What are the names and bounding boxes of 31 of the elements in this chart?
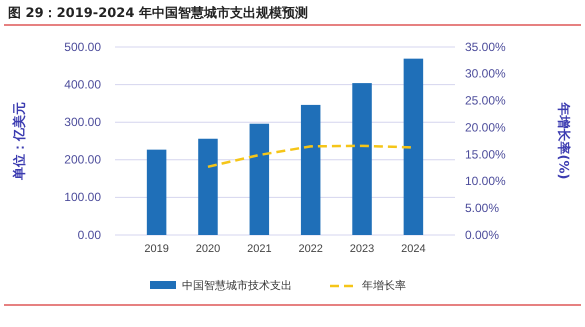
x-tick-label: 2022 <box>298 242 323 255</box>
x-tick-label: 2024 <box>401 242 426 255</box>
chart-title: 图 29：2019-2024 年中国智慧城市支出规模预测 <box>8 5 308 21</box>
bar <box>300 104 320 235</box>
bar <box>352 83 372 235</box>
y2-tick-label: 35.00% <box>465 40 506 54</box>
y2-tick-label: 5.00% <box>465 200 500 215</box>
y-tick-label: 500.00 <box>64 40 102 54</box>
y2-tick-label: 0.00% <box>465 228 500 242</box>
bar <box>404 58 424 235</box>
y2-axis-title: 年增长率(%) <box>555 102 572 180</box>
x-tick-label: 2023 <box>350 242 374 255</box>
legend-label: 年增长率 <box>362 279 406 292</box>
y-axis-title: 单位：亿美元 <box>12 102 28 181</box>
y2-tick-label: 20.00% <box>465 120 506 134</box>
y2-tick-label: 10.00% <box>465 174 506 188</box>
y2-tick-label: 25.00% <box>465 94 506 108</box>
x-tick-label: 2021 <box>247 242 272 255</box>
y-tick-label: 400.00 <box>64 77 102 92</box>
bar <box>146 150 166 235</box>
legend-label: 中国智慧城市技术支出 <box>182 279 292 292</box>
bar <box>250 124 270 235</box>
y-tick-label: 300.00 <box>64 115 102 130</box>
x-tick-label: 2019 <box>144 242 169 255</box>
x-tick-label: 2020 <box>196 242 220 255</box>
y-tick-label: 100.00 <box>64 190 102 204</box>
bar <box>198 138 218 235</box>
y2-tick-label: 30.00% <box>465 66 506 81</box>
y-tick-label: 200.00 <box>64 152 102 167</box>
y2-tick-label: 15.00% <box>465 147 506 162</box>
y-tick-label: 0.00 <box>78 228 102 242</box>
